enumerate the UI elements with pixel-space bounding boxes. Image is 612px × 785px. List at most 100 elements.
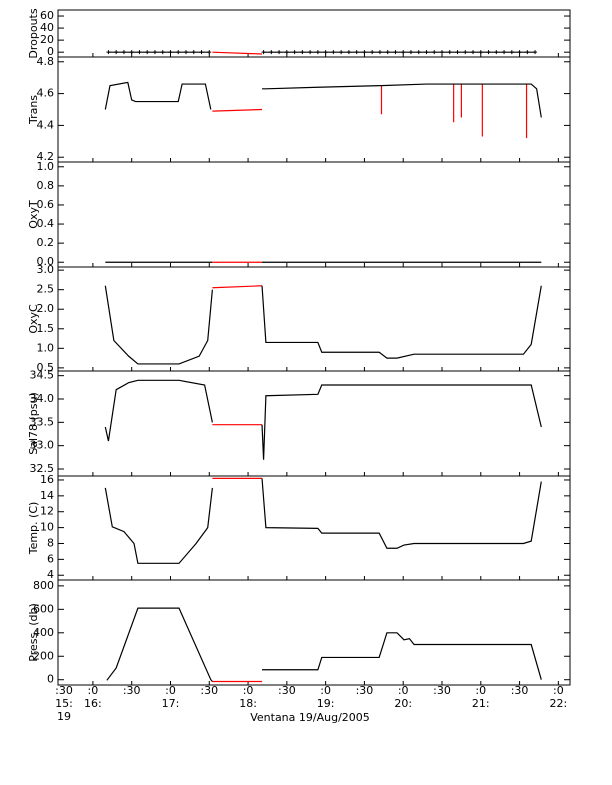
x-hour-label: 15: xyxy=(55,697,73,710)
data-line xyxy=(106,607,542,682)
y-tick-label: 0.8 xyxy=(37,179,55,192)
data-marker xyxy=(471,50,476,55)
y-axis-label: Dropouts xyxy=(27,8,40,58)
data-line xyxy=(104,81,542,118)
x-tick-label: :30 xyxy=(123,684,141,697)
data-marker xyxy=(447,50,452,55)
data-marker xyxy=(362,50,367,55)
y-tick-label: 34.0 xyxy=(30,392,55,405)
data-marker xyxy=(455,50,460,55)
x-hour-label: 19: xyxy=(317,697,335,710)
data-marker xyxy=(315,50,320,55)
data-marker xyxy=(137,50,142,55)
data-marker xyxy=(401,50,406,55)
y-tick-label: 200 xyxy=(33,649,54,662)
data-marker xyxy=(393,50,398,55)
data-marker xyxy=(339,50,344,55)
x-hour-label: 22: xyxy=(550,697,568,710)
data-marker xyxy=(277,50,282,55)
data-marker xyxy=(261,50,266,55)
y-tick-label: 4.4 xyxy=(37,118,55,131)
data-marker xyxy=(432,50,437,55)
x-tick-label: :0 xyxy=(553,684,564,697)
y-tick-label: 32.5 xyxy=(30,462,55,475)
x-tick-label: :0 xyxy=(475,684,486,697)
x-tick-label: :0 xyxy=(398,684,409,697)
data-marker xyxy=(424,50,429,55)
data-marker xyxy=(416,50,421,55)
data-line xyxy=(104,478,542,564)
data-marker xyxy=(502,50,507,55)
data-marker xyxy=(370,50,375,55)
data-marker xyxy=(152,50,157,55)
data-marker xyxy=(269,50,274,55)
data-marker xyxy=(494,50,499,55)
data-marker xyxy=(160,50,165,55)
y-tick-label: 800 xyxy=(33,579,54,592)
data-marker xyxy=(184,50,188,55)
y-axis-label: OxyT xyxy=(27,200,40,229)
x-tick-label: :0 xyxy=(243,684,254,697)
y-tick-label: 33.0 xyxy=(30,439,55,452)
data-marker xyxy=(121,50,126,55)
x-hour-label: 20: xyxy=(394,697,412,710)
y-tick-label: 600 xyxy=(33,602,54,615)
data-marker xyxy=(145,50,150,55)
y-tick-label: 1.5 xyxy=(37,322,55,335)
data-marker xyxy=(440,50,444,55)
y-axis-label: Sal78 (psu) xyxy=(27,392,40,455)
data-marker xyxy=(106,50,111,55)
y-tick-label: 4.8 xyxy=(37,55,55,68)
data-marker xyxy=(323,50,328,55)
y-tick-label: 0.6 xyxy=(37,198,55,211)
y-tick-label: 1.0 xyxy=(37,160,55,173)
data-marker xyxy=(486,50,491,55)
y-tick-label: 34.5 xyxy=(30,369,55,382)
data-marker xyxy=(354,50,359,55)
y-tick-label: 4.6 xyxy=(37,87,55,100)
y-tick-label: 33.5 xyxy=(30,415,55,428)
y-tick-label: 0 xyxy=(47,673,54,686)
y-tick-label: 6 xyxy=(47,552,54,565)
y-tick-label: 60 xyxy=(40,9,54,22)
y-tick-label: 10 xyxy=(40,521,54,534)
x-tick-label: :30 xyxy=(278,684,296,697)
y-tick-label: 16 xyxy=(40,473,54,486)
x-hour-label: 16: xyxy=(84,697,102,710)
y-tick-label: 40 xyxy=(40,21,54,34)
x-tick-label: :0 xyxy=(88,684,99,697)
x-hour-label: 17: xyxy=(162,697,180,710)
data-marker xyxy=(331,50,336,55)
data-marker xyxy=(207,50,212,55)
data-marker xyxy=(377,50,382,55)
y-tick-label: 2.0 xyxy=(37,302,55,315)
y-tick-label: 400 xyxy=(33,626,54,639)
y-tick-label: 0.4 xyxy=(37,217,55,230)
y-tick-label: 0.0 xyxy=(37,255,55,268)
x-axis-label: Ventana 19/Aug/2005 xyxy=(250,711,370,724)
data-marker xyxy=(176,50,181,55)
y-axis-label: OxyC xyxy=(27,304,40,334)
data-marker xyxy=(168,50,173,55)
data-marker xyxy=(308,50,313,55)
y-tick-label: 3.0 xyxy=(37,263,55,276)
data-marker xyxy=(191,50,196,55)
x-tick-label: :30 xyxy=(356,684,374,697)
data-marker xyxy=(346,50,351,55)
y-axis-label: Trans xyxy=(27,95,40,125)
data-marker xyxy=(300,50,305,55)
x-tick-label: :0 xyxy=(320,684,331,697)
data-marker xyxy=(284,50,289,55)
data-marker xyxy=(199,50,204,55)
data-line xyxy=(104,285,542,365)
y-axis-label: Press. (db) xyxy=(27,603,40,662)
data-marker xyxy=(463,50,468,55)
y-tick-label: 1.0 xyxy=(37,341,55,354)
data-marker xyxy=(385,50,390,55)
data-marker xyxy=(533,50,538,55)
y-tick-label: 8 xyxy=(47,536,54,549)
data-line xyxy=(104,379,542,460)
data-marker xyxy=(129,50,134,55)
